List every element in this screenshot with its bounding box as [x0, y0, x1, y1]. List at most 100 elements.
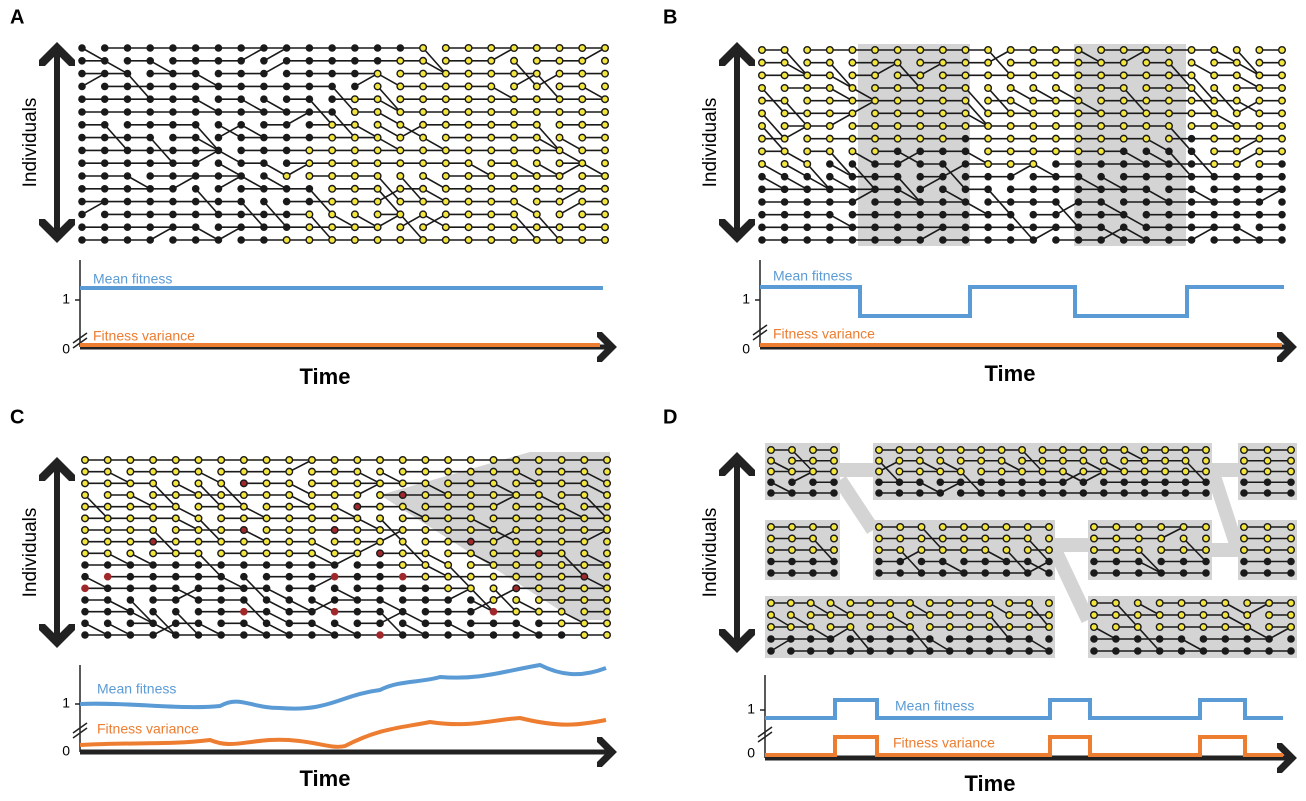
lineage-link — [447, 587, 472, 601]
individual — [578, 44, 587, 53]
individual — [1187, 172, 1196, 181]
individual — [557, 456, 566, 465]
individual — [214, 236, 223, 244]
individual — [936, 489, 945, 497]
lineage-link — [379, 611, 404, 636]
individual — [555, 120, 564, 129]
individual — [285, 526, 294, 535]
individual — [126, 467, 135, 476]
individual — [1120, 456, 1129, 465]
individual — [875, 478, 883, 487]
lineage-link — [402, 622, 426, 636]
individual — [171, 596, 180, 604]
individual — [960, 523, 969, 532]
individual — [1240, 489, 1248, 497]
individual — [217, 607, 225, 616]
individual — [916, 121, 925, 130]
fitness-variance-line — [79, 715, 607, 749]
individual — [1232, 96, 1241, 105]
individual — [1006, 159, 1015, 168]
individual — [803, 121, 812, 130]
individual — [809, 534, 818, 543]
individual — [512, 619, 521, 628]
individual — [1090, 635, 1098, 643]
individual — [376, 596, 384, 604]
individual — [353, 479, 362, 488]
individual — [126, 572, 135, 581]
individual — [1023, 546, 1032, 555]
individual — [328, 69, 336, 78]
individual — [977, 478, 985, 487]
individual — [1142, 46, 1151, 55]
individual — [194, 549, 203, 558]
individual — [194, 631, 203, 639]
individual — [601, 223, 610, 232]
individual — [1210, 159, 1219, 168]
individual — [895, 446, 904, 455]
individual — [171, 456, 180, 465]
individual — [1265, 623, 1274, 632]
lineage-link — [377, 124, 401, 139]
individual — [916, 71, 925, 80]
individual — [780, 46, 789, 55]
individual — [601, 235, 610, 244]
individual — [1263, 467, 1272, 476]
individual — [1177, 599, 1186, 608]
individual — [1140, 489, 1149, 497]
individual — [353, 467, 362, 476]
individual — [398, 479, 407, 488]
individual — [603, 561, 612, 570]
individual — [373, 107, 382, 116]
individual — [780, 58, 789, 67]
individual — [1187, 58, 1196, 67]
individual — [603, 631, 612, 640]
individual — [1187, 121, 1196, 130]
individual — [1097, 83, 1106, 92]
lineage-link — [515, 622, 540, 636]
individual — [328, 95, 336, 103]
lineage-link — [334, 622, 358, 636]
individual — [103, 467, 112, 476]
individual — [1140, 446, 1149, 455]
individual — [466, 514, 475, 523]
individual — [1119, 210, 1128, 219]
individual — [464, 44, 473, 53]
individual — [305, 82, 314, 91]
lineage-link — [1236, 137, 1260, 153]
lineage-link — [470, 517, 494, 531]
individual — [871, 121, 880, 130]
individual — [580, 456, 589, 465]
individual — [350, 210, 359, 219]
individual — [1161, 446, 1170, 455]
individual — [803, 198, 812, 206]
individual — [78, 185, 86, 193]
individual — [788, 489, 796, 497]
individual — [1278, 210, 1286, 219]
individual — [1111, 611, 1120, 620]
individual — [939, 198, 947, 206]
individual — [100, 146, 109, 155]
lineage-link — [149, 226, 174, 241]
individual — [262, 619, 271, 628]
individual — [984, 83, 993, 92]
individual — [191, 197, 200, 206]
individual — [1164, 121, 1173, 130]
individual — [510, 69, 519, 78]
individual — [1239, 467, 1248, 476]
individual — [580, 596, 589, 605]
individual — [985, 647, 994, 655]
individual — [1142, 58, 1151, 67]
individual — [961, 223, 970, 232]
lineage-link — [286, 162, 310, 177]
individual — [353, 607, 362, 616]
individual — [767, 557, 775, 566]
lineage-link — [104, 60, 128, 75]
individual — [767, 546, 776, 555]
lineage-link — [1191, 226, 1215, 241]
individual — [1164, 83, 1173, 92]
individual — [1177, 611, 1186, 620]
individual — [1142, 210, 1151, 219]
individual — [1002, 523, 1011, 532]
individual — [601, 171, 610, 180]
lineage-link — [513, 162, 538, 177]
